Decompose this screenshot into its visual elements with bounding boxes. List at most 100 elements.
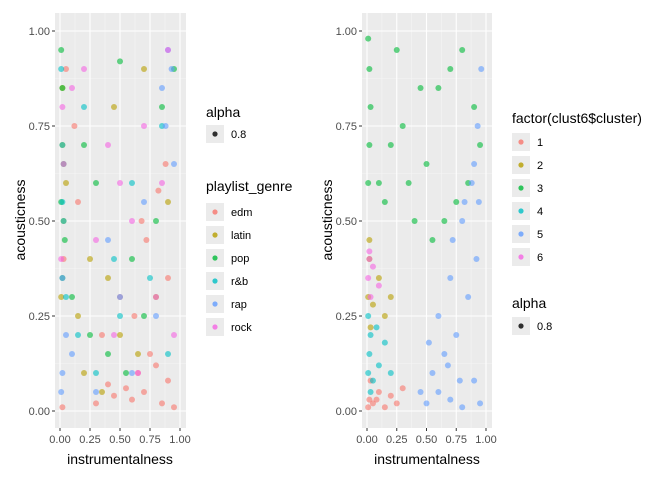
x-tick-label: 0.25 (79, 434, 100, 446)
y-axis-ticks: 0.00 0.25 0.50 0.75 1.00 (29, 26, 55, 418)
y-tick-label: 0.25 (29, 311, 50, 323)
data-point-latin (81, 370, 87, 376)
data-point-2 (369, 301, 376, 308)
data-point-rap (59, 275, 66, 281)
data-point-rock (58, 256, 65, 262)
data-point-edm (75, 199, 81, 205)
data-point-1 (365, 404, 372, 411)
data-point-3 (459, 47, 466, 53)
legend-alpha: alpha 0.8 (206, 104, 246, 143)
data-point-3 (405, 180, 412, 186)
data-point-latin (165, 199, 171, 205)
data-point-4 (387, 370, 394, 376)
x-tick-label: 0.75 (139, 434, 160, 446)
data-point-rap (58, 389, 65, 395)
data-point-rock (141, 123, 147, 129)
data-point-rap (105, 237, 111, 243)
legend-swatch (212, 255, 218, 261)
legend-entry: edm (206, 203, 252, 221)
data-point-edm (141, 389, 147, 395)
x-axis-ticks: 0.00 0.25 0.50 0.75 1.00 (356, 428, 497, 446)
x-tick-label: 1.00 (475, 434, 496, 446)
data-point-edm (63, 66, 69, 72)
data-point-rap (59, 370, 66, 376)
data-point-rock (81, 66, 87, 72)
data-point-rb (93, 370, 99, 376)
data-point-edm (159, 400, 165, 407)
data-point-6 (367, 294, 374, 300)
data-point-rb (117, 313, 123, 319)
legend-title: alpha (512, 295, 546, 311)
data-point-rock (93, 237, 99, 243)
legend-swatch (518, 254, 524, 260)
data-point-5 (447, 396, 454, 403)
data-point-rock (117, 180, 123, 186)
data-point-5 (459, 218, 466, 224)
legend-swatch (212, 324, 218, 330)
y-tick-label: 0.75 (29, 121, 50, 133)
data-point-edm (155, 187, 162, 194)
data-point-rb (111, 256, 117, 262)
legend-swatch (212, 232, 218, 238)
data-point-5 (477, 400, 484, 407)
x-tick-label: 0.00 (49, 434, 70, 446)
data-point-3 (429, 237, 436, 243)
data-point-5 (471, 377, 478, 384)
data-point-1 (381, 404, 388, 411)
data-point-edm (162, 161, 169, 167)
data-point-3 (387, 142, 394, 148)
data-point-pop (159, 104, 165, 110)
data-point-edm (147, 351, 153, 357)
legend-entry: 0.8 (206, 125, 246, 143)
data-point-latin (135, 351, 141, 357)
data-point-rock (59, 104, 66, 110)
data-point-edm (171, 404, 177, 411)
data-point-2 (381, 313, 388, 319)
data-point-rb (59, 199, 66, 205)
data-point-5 (465, 294, 472, 300)
data-point-rock (135, 370, 141, 376)
data-point-rb (165, 351, 171, 357)
data-point-6 (366, 248, 373, 255)
data-point-edm (165, 275, 171, 281)
data-point-pop (93, 180, 99, 186)
data-point-rock (111, 332, 117, 338)
y-axis-title: acousticness (12, 180, 28, 261)
x-tick-label: 0.50 (416, 434, 437, 446)
x-tick-label: 0.75 (446, 434, 467, 446)
legend-swatch (212, 301, 218, 307)
legend-groups: factor(clust6$cluster) 1 2 3 4 5 6 (512, 110, 642, 266)
data-point-4 (373, 324, 380, 331)
data-point-5 (461, 199, 468, 205)
data-point-3 (365, 180, 372, 186)
legend-swatch (518, 185, 524, 191)
legend-entry: 2 (512, 156, 543, 174)
data-point-latin (87, 256, 93, 262)
legend-entry: 0.8 (512, 317, 552, 335)
x-tick-label: 0.50 (109, 434, 130, 446)
legend-entry: 5 (512, 225, 543, 243)
data-point-3 (366, 142, 373, 148)
data-point-1 (366, 396, 373, 403)
data-point-rb (60, 218, 67, 224)
data-point-rock (129, 218, 135, 224)
legend-alpha: alpha 0.8 (512, 295, 552, 335)
data-point-rock (159, 180, 165, 186)
data-point-6 (375, 282, 382, 289)
data-point-latin (105, 275, 111, 281)
data-point-edm (93, 400, 99, 407)
legend-entry: latin (206, 226, 251, 244)
legend-entry: 6 (512, 248, 543, 266)
x-axis-title: instrumentalness (374, 451, 480, 467)
data-point-3 (435, 85, 442, 91)
data-point-edm (143, 237, 150, 243)
legend-label: 0.8 (231, 129, 246, 141)
data-point-6 (369, 263, 376, 270)
data-point-2 (367, 324, 374, 331)
legend-entry: pop (206, 249, 249, 267)
data-point-latin (58, 294, 65, 300)
data-points (58, 47, 177, 411)
data-point-2 (375, 275, 382, 281)
